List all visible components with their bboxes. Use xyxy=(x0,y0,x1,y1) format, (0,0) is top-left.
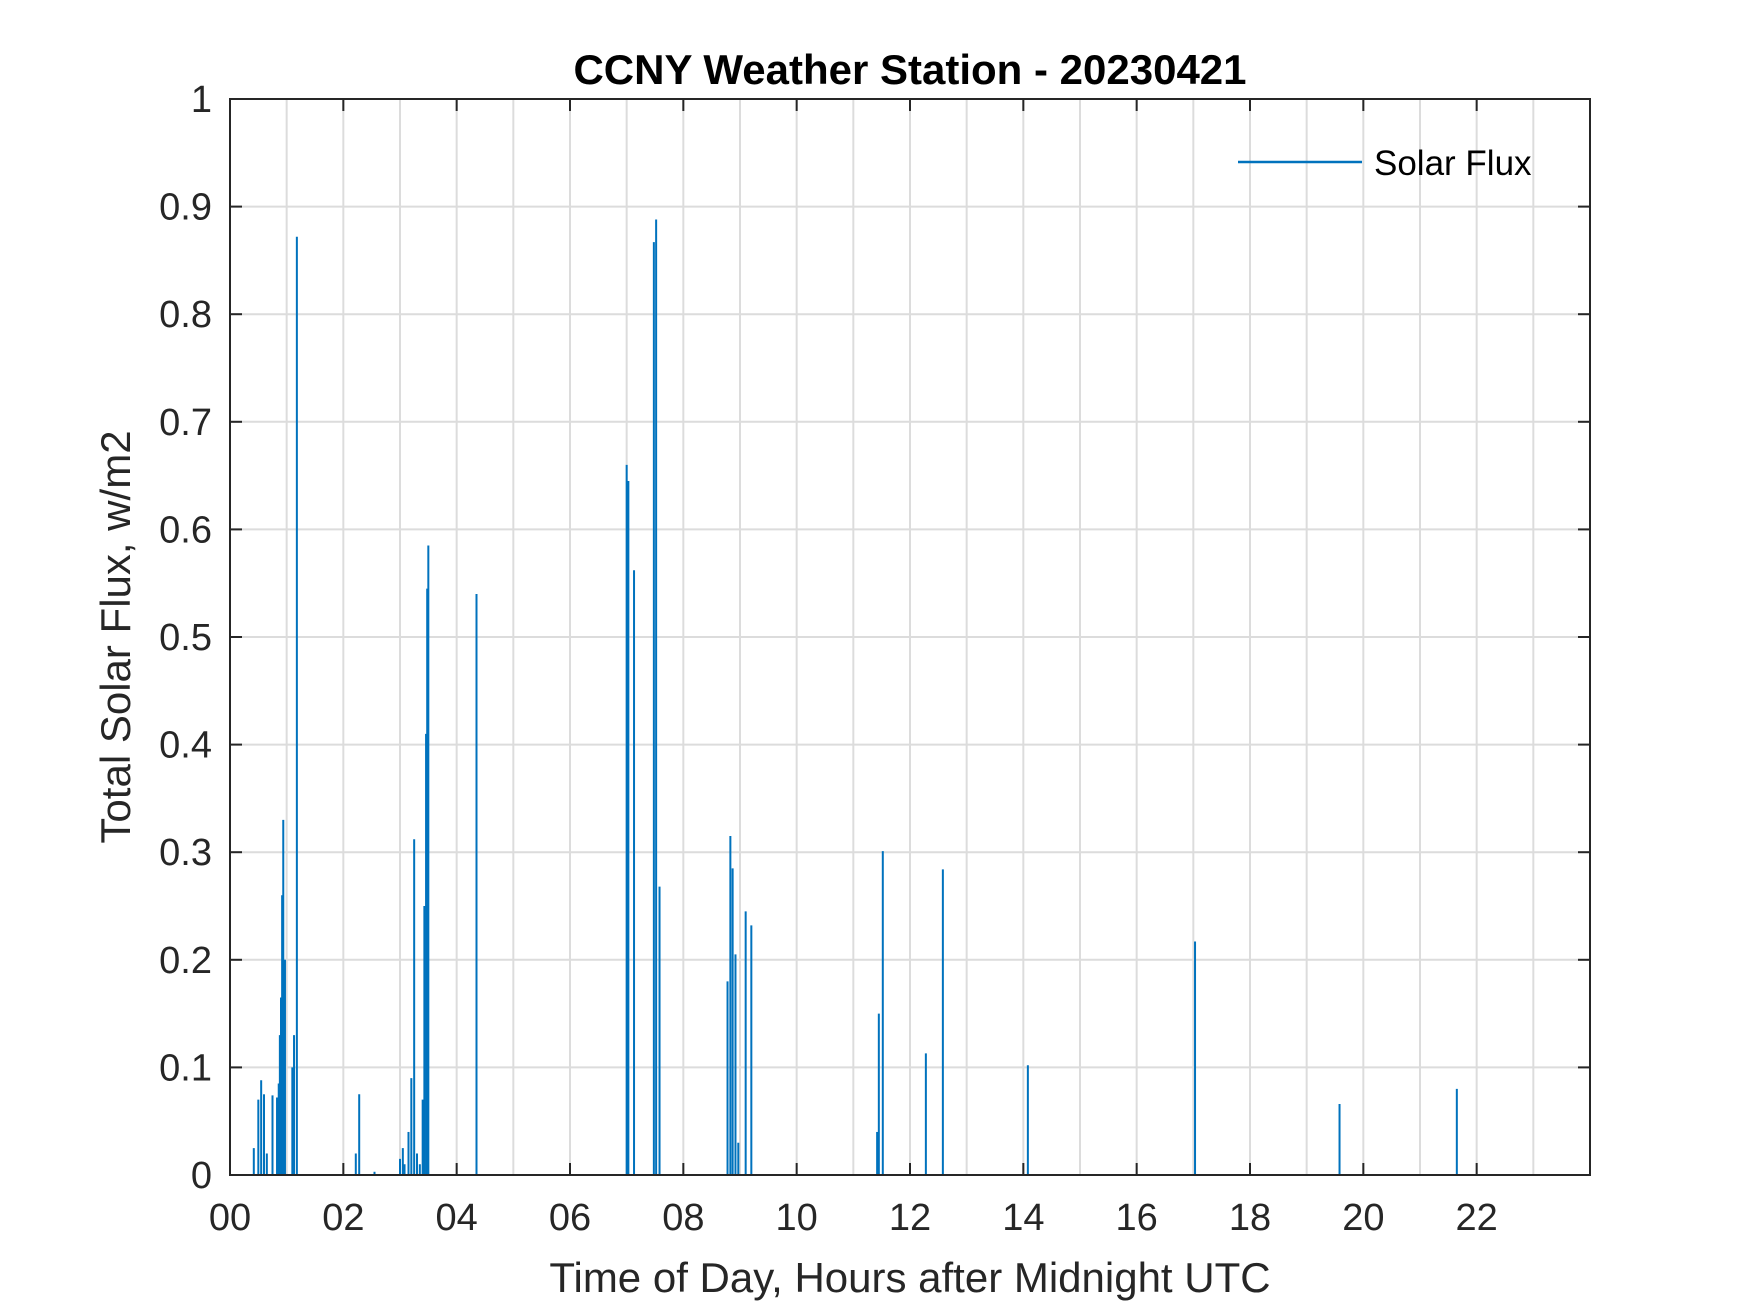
x-tick-label: 18 xyxy=(1229,1197,1271,1239)
x-tick-label: 04 xyxy=(436,1197,478,1239)
legend: Solar Flux xyxy=(1238,144,1532,183)
x-tick-label: 12 xyxy=(889,1197,931,1239)
x-tick-label: 02 xyxy=(322,1197,364,1239)
x-tick-label: 08 xyxy=(662,1197,704,1239)
chart-title: CCNY Weather Station - 20230421 xyxy=(573,46,1246,93)
y-tick-label: 0.8 xyxy=(159,294,212,336)
y-tick-label: 0.6 xyxy=(159,509,212,551)
y-tick-label: 0 xyxy=(191,1155,212,1197)
x-tick-label: 14 xyxy=(1002,1197,1044,1239)
axis-ticks xyxy=(229,98,1590,1176)
y-tick-label: 1 xyxy=(191,79,212,121)
x-tick-label: 20 xyxy=(1342,1197,1384,1239)
x-axis-label: Time of Day, Hours after Midnight UTC xyxy=(549,1254,1270,1301)
x-tick-label: 16 xyxy=(1116,1197,1158,1239)
y-tick-label: 0.3 xyxy=(159,832,212,874)
x-tick-labels: 00 02 04 06 08 10 12 14 16 18 20 22 xyxy=(209,1197,1498,1239)
y-tick-label: 0.1 xyxy=(159,1047,212,1089)
y-tick-label: 0.5 xyxy=(159,617,212,659)
y-tick-label: 0.7 xyxy=(159,402,212,444)
y-tick-label: 0.2 xyxy=(159,940,212,982)
y-tick-labels: 0 0.1 0.2 0.3 0.4 0.5 0.6 0.7 0.8 0.9 1 xyxy=(159,79,212,1197)
legend-label: Solar Flux xyxy=(1374,144,1532,183)
y-tick-label: 0.9 xyxy=(159,187,212,229)
y-axis-label: Total Solar Flux, w/m2 xyxy=(92,430,139,843)
x-tick-label: 00 xyxy=(209,1197,251,1239)
y-tick-label: 0.4 xyxy=(159,725,212,767)
x-tick-label: 10 xyxy=(776,1197,818,1239)
x-tick-label: 06 xyxy=(549,1197,591,1239)
x-tick-label: 22 xyxy=(1456,1197,1498,1239)
